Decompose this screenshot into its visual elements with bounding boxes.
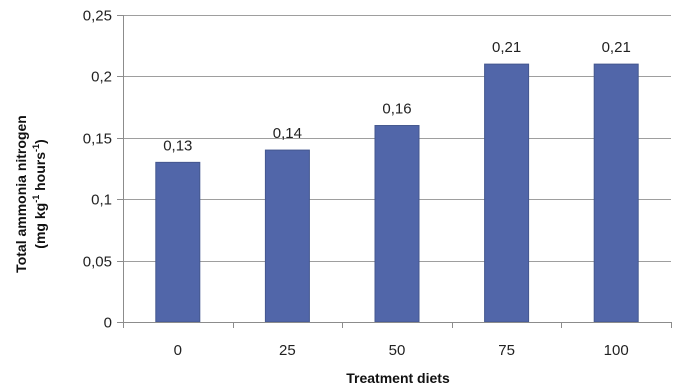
y-tick-label: 0,15 bbox=[83, 131, 112, 148]
y-tick-label: 0,25 bbox=[83, 8, 112, 25]
x-tick-label-0: 0 bbox=[174, 342, 182, 359]
y-tick-label: 0,1 bbox=[91, 192, 112, 209]
x-tick-label-75: 75 bbox=[498, 342, 515, 359]
y-axis-unit-suffix: ) bbox=[32, 139, 48, 144]
y-tick-label: 0 bbox=[104, 315, 112, 332]
x-tick-label-100: 100 bbox=[604, 342, 629, 359]
x-tick-label-25: 25 bbox=[279, 342, 296, 359]
y-tick-label: 0,05 bbox=[83, 254, 112, 271]
bar-50 bbox=[374, 125, 420, 323]
y-tick-label: 0,2 bbox=[91, 69, 112, 86]
bar-0 bbox=[155, 161, 201, 323]
y-axis-title-line1: Total ammonia nitrogen bbox=[13, 115, 29, 273]
data-label-0: 0,13 bbox=[163, 137, 192, 154]
data-label-25: 0,14 bbox=[273, 125, 302, 142]
data-label-75: 0,21 bbox=[492, 39, 521, 56]
data-labels: 0,13 0,14 0,16 0,21 0,21 bbox=[163, 39, 631, 154]
axes bbox=[117, 15, 672, 328]
x-tick-label-50: 50 bbox=[389, 342, 406, 359]
y-axis-unit-middle: hours bbox=[32, 152, 48, 195]
y-axis-unit-sup2: -1 bbox=[31, 144, 41, 152]
bar-75 bbox=[484, 63, 530, 323]
y-axis-title: Total ammonia nitrogen (mg kg-1 hours-1) bbox=[13, 115, 48, 273]
data-label-100: 0,21 bbox=[602, 39, 631, 56]
bars bbox=[155, 63, 639, 323]
bar-100 bbox=[593, 63, 639, 323]
x-axis-title: Treatment diets bbox=[346, 370, 450, 386]
y-axis-title-line2: (mg kg-1 hours-1) bbox=[31, 139, 48, 248]
x-tick-labels: 0 25 50 75 100 bbox=[174, 342, 629, 359]
y-tick-labels: 0 0,05 0,1 0,15 0,2 0,25 bbox=[83, 8, 112, 332]
data-label-50: 0,16 bbox=[382, 101, 411, 118]
bar-25 bbox=[264, 149, 310, 323]
y-axis-unit-sup1: -1 bbox=[31, 195, 41, 203]
y-axis-unit-prefix: (mg kg bbox=[32, 203, 48, 249]
